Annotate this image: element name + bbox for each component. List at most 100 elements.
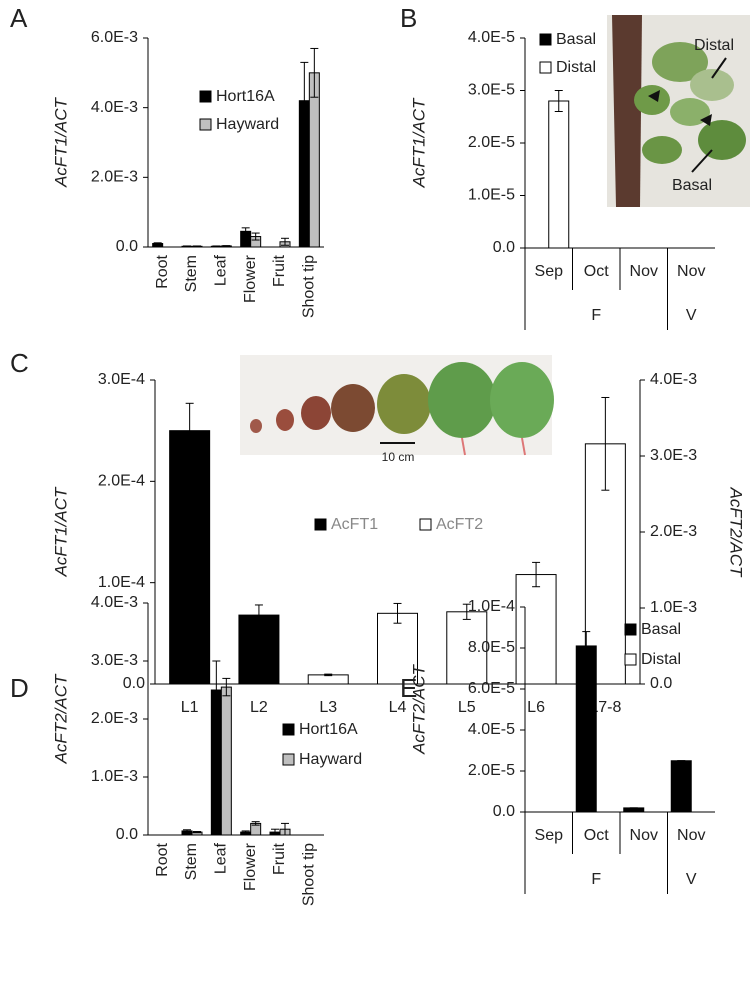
y2-tick-label: 1.0E-3 (650, 599, 697, 616)
y2-tick-label: 0.0 (650, 675, 672, 692)
x-tick-label: Flower (242, 842, 259, 891)
x-tick-label: Sep (535, 827, 564, 844)
x-tick-label: Shoot tip (301, 843, 318, 906)
y-tick-label: 2.0E-5 (468, 762, 515, 779)
bar (670, 760, 692, 813)
x-tick-label: L3 (319, 699, 337, 716)
x-tick-label: Stem (183, 255, 200, 292)
panel-letter: A (10, 3, 28, 33)
photo-shoot: Distal Basal (607, 15, 750, 207)
x-tick-label: L6 (527, 699, 545, 716)
y-tick-label: 0.0 (493, 803, 515, 820)
y-tick-label: 3.0E-3 (91, 652, 138, 669)
x-tick-label: Nov (630, 263, 658, 280)
legend-swatch (539, 61, 552, 74)
x-tick-label: Fruit (271, 254, 288, 287)
legend-label: Hayward (299, 751, 362, 768)
group-label: V (686, 307, 697, 324)
x-tick-label: Oct (584, 263, 609, 280)
bar (446, 611, 488, 685)
legend-label: AcFT2 (436, 516, 483, 533)
y-tick-label: 6.0E-3 (91, 29, 138, 46)
x-tick-label: Root (154, 254, 171, 288)
x-tick-label: Root (154, 842, 171, 876)
y-tick-label: 2.0E-5 (468, 134, 515, 151)
legend-label: Hort16A (216, 88, 275, 105)
x-tick-label: Nov (677, 827, 705, 844)
legend-swatch (419, 518, 432, 531)
y-tick-label: 2.0E-4 (98, 473, 145, 490)
photo-label: Basal (672, 177, 712, 194)
y2-tick-label: 3.0E-3 (650, 447, 697, 464)
legend-swatch (282, 723, 295, 736)
y-axis-label: AcFT1/ACT (51, 486, 70, 577)
y-tick-label: 3.0E-4 (98, 371, 145, 388)
y-tick-label: 4.0E-3 (91, 99, 138, 116)
x-tick-label: Stem (183, 843, 200, 880)
y2-tick-label: 4.0E-3 (650, 371, 697, 388)
legend-label: Distal (641, 651, 681, 668)
legend-swatch (624, 623, 637, 636)
y-tick-label: 4.0E-3 (91, 594, 138, 611)
y-tick-label: 0.0 (493, 239, 515, 256)
y-tick-label: 1.0E-4 (468, 598, 515, 615)
x-tick-label: L4 (389, 699, 407, 716)
y-tick-label: 1.0E-4 (98, 574, 145, 591)
x-tick-label: L7-8 (589, 699, 621, 716)
y-tick-label: 3.0E-5 (468, 82, 515, 99)
group-label: F (591, 871, 601, 888)
bar (548, 100, 570, 249)
photo-label: Distal (694, 37, 734, 54)
legend-label: Basal (556, 31, 596, 48)
y-tick-label: 4.0E-5 (468, 29, 515, 46)
photo-leaves: 10 cm (240, 355, 554, 464)
x-tick-label: Sep (535, 263, 564, 280)
y-tick-label: 6.0E-5 (468, 680, 515, 697)
legend-swatch (199, 118, 212, 131)
group-label: F (591, 307, 601, 324)
y-tick-label: 0.0 (116, 826, 138, 843)
legend-swatch (539, 33, 552, 46)
y-tick-label: 2.0E-3 (91, 169, 138, 186)
x-tick-label: Shoot tip (301, 255, 318, 318)
y-tick-label: 0.0 (123, 675, 145, 692)
bar (515, 574, 557, 685)
x-tick-label: Nov (630, 827, 658, 844)
y-axis-label: AcFT2/ACT (409, 663, 428, 754)
y-tick-label: 2.0E-3 (91, 710, 138, 727)
legend-swatch (199, 90, 212, 103)
panel-letter: D (10, 673, 29, 703)
panel-letter: C (10, 348, 29, 378)
bar (575, 645, 597, 813)
y2-axis-label: AcFT2/ACT (727, 487, 746, 578)
y-tick-label: 1.0E-3 (91, 768, 138, 785)
bar (238, 614, 280, 685)
x-tick-label: Oct (584, 827, 609, 844)
bar (308, 72, 320, 248)
legend-label: AcFT1 (331, 516, 378, 533)
panel-letter: E (400, 673, 417, 703)
x-tick-label: Leaf (213, 254, 230, 286)
y-tick-label: 0.0 (116, 238, 138, 255)
x-tick-label: L1 (181, 699, 199, 716)
y2-tick-label: 2.0E-3 (650, 523, 697, 540)
x-tick-label: L2 (250, 699, 268, 716)
y-tick-label: 4.0E-5 (468, 721, 515, 738)
bar (307, 674, 349, 685)
legend-swatch (314, 518, 327, 531)
bar (623, 807, 645, 813)
y-tick-label: 1.0E-5 (468, 187, 515, 204)
x-tick-label: Nov (677, 263, 705, 280)
bar (220, 686, 232, 836)
scale-bar-label: 10 cm (382, 450, 415, 464)
y-axis-label: AcFT1/ACT (51, 96, 70, 187)
y-tick-label: 8.0E-5 (468, 639, 515, 656)
x-tick-label: Flower (242, 254, 259, 303)
bar (169, 430, 211, 685)
legend-label: Hort16A (299, 721, 358, 738)
x-tick-label: Leaf (213, 842, 230, 874)
x-tick-label: L5 (458, 699, 476, 716)
x-tick-label: Fruit (271, 842, 288, 875)
legend-label: Basal (641, 621, 681, 638)
